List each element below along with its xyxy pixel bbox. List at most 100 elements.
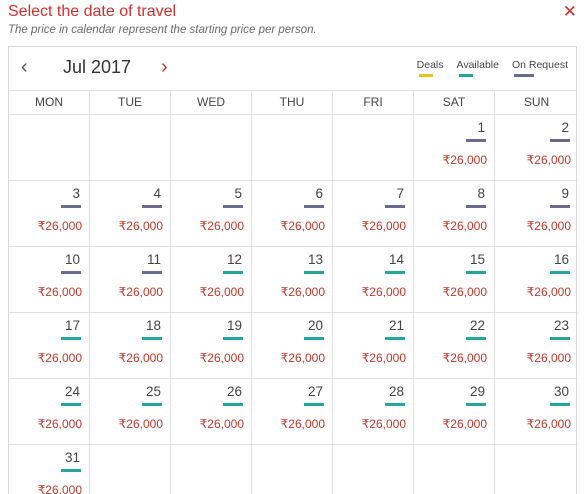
weekday-mon: MON [9, 91, 90, 114]
day-cell[interactable]: 5 ₹26,000 [171, 180, 252, 246]
month-navigation: ‹ Jul 2017 › Deals Available On Request [9, 47, 576, 90]
month-label: Jul 2017 [63, 57, 132, 77]
dialog-subtitle: The price in calendar represent the star… [8, 24, 317, 36]
day-cell[interactable]: 20 ₹26,000 [252, 312, 333, 378]
day-cell[interactable]: 16 ₹26,000 [495, 246, 578, 312]
legend-deals: Deals [417, 59, 444, 77]
weekday-sun: SUN [523, 95, 550, 109]
day-cell[interactable]: 22 ₹26,000 [414, 312, 495, 378]
day-price: ₹26,000 [526, 219, 571, 233]
day-price: ₹26,000 [442, 285, 487, 299]
day-cell[interactable]: 15 ₹26,000 [414, 246, 495, 312]
day-number: 29 [469, 384, 485, 399]
day-price: ₹26,000 [118, 219, 163, 233]
day-cell[interactable]: 13 ₹26,000 [252, 246, 333, 312]
empty-day-cell [90, 114, 171, 180]
available-indicator [61, 337, 81, 340]
empty-day-cell [414, 444, 495, 494]
day-number: 19 [226, 318, 242, 333]
next-month-icon[interactable]: › [161, 56, 168, 78]
day-cell[interactable]: 28 ₹26,000 [333, 378, 414, 444]
on-request-indicator [550, 205, 570, 208]
day-price: ₹26,000 [526, 417, 571, 431]
day-number: 8 [477, 186, 485, 201]
day-cell[interactable]: 10 ₹26,000 [9, 246, 90, 312]
on-request-indicator [466, 139, 486, 142]
day-number: 10 [64, 252, 80, 267]
day-cell[interactable]: 1 ₹26,000 [414, 114, 495, 180]
day-cell[interactable]: 8 ₹26,000 [414, 180, 495, 246]
empty-day-cell [495, 444, 578, 494]
on-request-indicator [142, 205, 162, 208]
day-price: ₹26,000 [37, 351, 82, 365]
dialog-header: Select the date of travel The price in c… [0, 0, 587, 44]
available-indicator [142, 337, 162, 340]
day-cell[interactable]: 30 ₹26,000 [495, 378, 578, 444]
available-indicator [223, 403, 243, 406]
day-price: ₹26,000 [526, 285, 571, 299]
legend-available-label: Available [456, 59, 499, 71]
day-cell[interactable]: 3 ₹26,000 [9, 180, 90, 246]
day-price: ₹26,000 [361, 219, 406, 233]
available-indicator [385, 403, 405, 406]
day-number: 26 [226, 384, 242, 399]
available-indicator [466, 403, 486, 406]
day-cell[interactable]: 14 ₹26,000 [333, 246, 414, 312]
day-price: ₹26,000 [118, 417, 163, 431]
on-request-indicator [61, 205, 81, 208]
weekday-header: MON TUE WED THU FRI SAT SUN [9, 90, 576, 114]
day-cell[interactable]: 24 ₹26,000 [9, 378, 90, 444]
day-cell[interactable]: 21 ₹26,000 [333, 312, 414, 378]
day-cell[interactable]: 29 ₹26,000 [414, 378, 495, 444]
day-cell[interactable]: 9 ₹26,000 [495, 180, 578, 246]
day-cell[interactable]: 11 ₹26,000 [90, 246, 171, 312]
prev-month-icon[interactable]: ‹ [21, 56, 28, 78]
day-number: 4 [153, 186, 161, 201]
day-price: ₹26,000 [37, 285, 82, 299]
day-cell[interactable]: 2 ₹26,000 [495, 114, 578, 180]
day-number: 2 [561, 120, 569, 135]
available-indicator [466, 271, 486, 274]
on-request-indicator [385, 205, 405, 208]
available-indicator [550, 337, 570, 340]
day-price: ₹26,000 [118, 285, 163, 299]
day-cell[interactable]: 7 ₹26,000 [333, 180, 414, 246]
day-price: ₹26,000 [280, 219, 325, 233]
legend-available: Available [457, 59, 499, 77]
day-cell[interactable]: 18 ₹26,000 [90, 312, 171, 378]
day-cell[interactable]: 26 ₹26,000 [171, 378, 252, 444]
day-number: 13 [307, 252, 323, 267]
day-price: ₹26,000 [37, 483, 82, 494]
day-cell[interactable]: 17 ₹26,000 [9, 312, 90, 378]
on-request-indicator [142, 271, 162, 274]
day-price: ₹26,000 [199, 351, 244, 365]
day-price: ₹26,000 [526, 153, 571, 167]
legend: Deals Available On Request [417, 59, 568, 77]
day-price: ₹26,000 [442, 351, 487, 365]
day-price: ₹26,000 [442, 153, 487, 167]
day-cell[interactable]: 6 ₹26,000 [252, 180, 333, 246]
legend-on-request-label: On Request [511, 59, 568, 71]
day-number: 17 [64, 318, 80, 333]
day-number: 24 [64, 384, 80, 399]
day-number: 15 [469, 252, 485, 267]
day-cell[interactable]: 25 ₹26,000 [90, 378, 171, 444]
day-number: 31 [64, 450, 80, 465]
legend-on-request: On Request [512, 59, 568, 77]
weekday-wed: WED [171, 91, 252, 114]
on-request-indicator [304, 205, 324, 208]
day-cell[interactable]: 12 ₹26,000 [171, 246, 252, 312]
day-cell[interactable]: 23 ₹26,000 [495, 312, 578, 378]
calendar: ‹ Jul 2017 › Deals Available On Request … [8, 46, 578, 494]
day-number: 1 [477, 120, 485, 135]
close-icon[interactable]: ✕ [562, 2, 577, 21]
day-price: ₹26,000 [361, 417, 406, 431]
weekday-tue: TUE [90, 91, 171, 114]
day-cell[interactable]: 19 ₹26,000 [171, 312, 252, 378]
day-cell[interactable]: 4 ₹26,000 [90, 180, 171, 246]
day-number: 25 [145, 384, 161, 399]
day-cell[interactable]: 31 ₹26,000 [9, 444, 90, 494]
legend-deals-label: Deals [416, 59, 444, 71]
day-cell[interactable]: 27 ₹26,000 [252, 378, 333, 444]
day-number: 30 [553, 384, 569, 399]
